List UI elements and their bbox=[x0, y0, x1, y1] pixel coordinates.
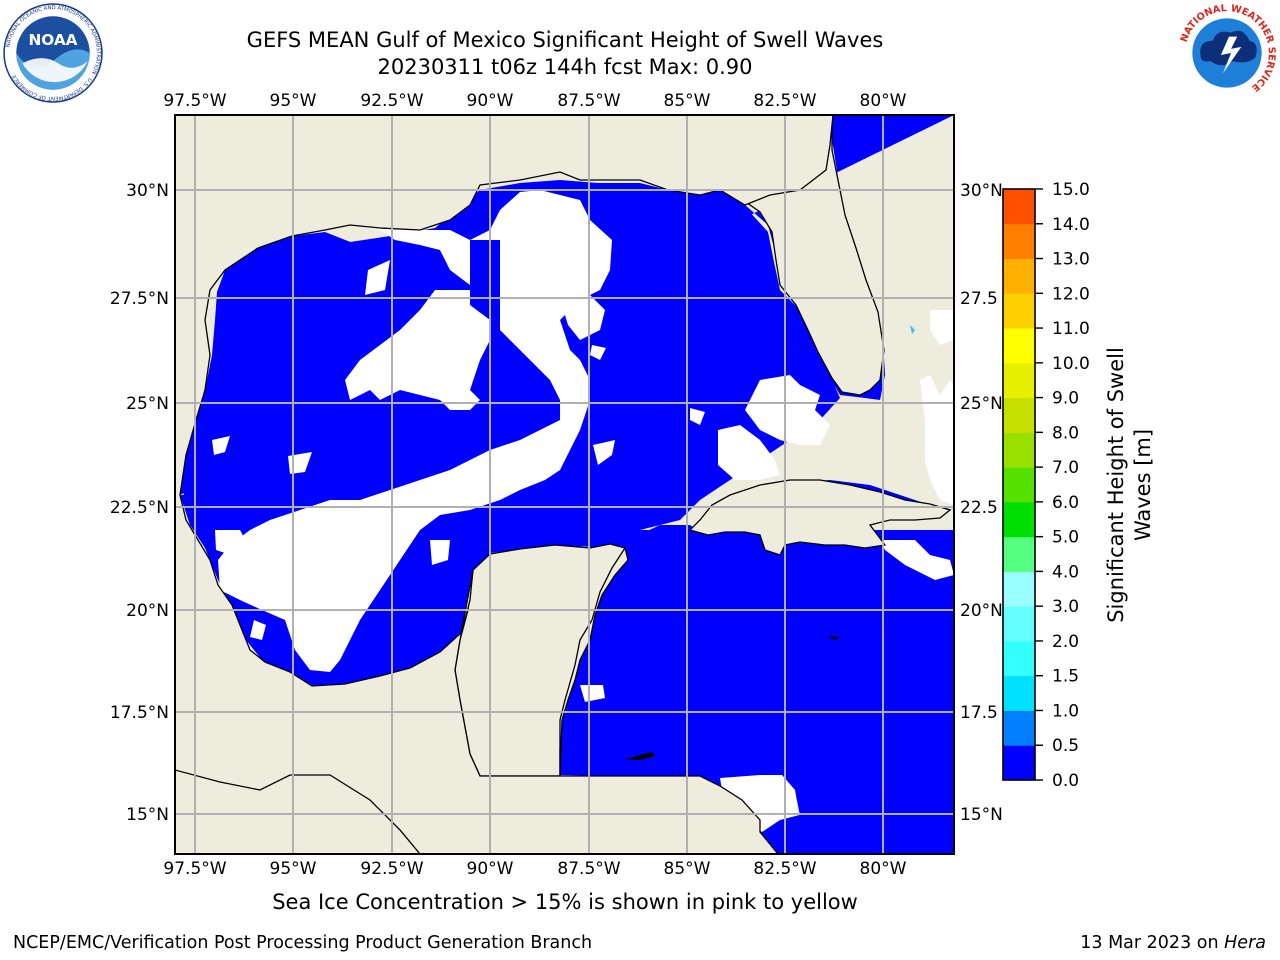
colorbar-tick-label: 10.0 bbox=[1052, 354, 1090, 374]
colorbar-segment bbox=[1003, 397, 1035, 433]
map-gridlines bbox=[175, 115, 954, 854]
lon-label-bottom: 95°W bbox=[270, 859, 317, 879]
lat-labels-right: 30°N 27.5 25°N 22.5 20°N 17.5 15°N bbox=[960, 181, 1003, 825]
colorbar-tick-label: 1.0 bbox=[1052, 701, 1079, 721]
chart-subtitle-run: 20230311 t06z 144h fcst Max: 0.90 bbox=[377, 55, 753, 79]
colorbar-segment bbox=[1003, 362, 1035, 399]
colorbar-tick-label: 6.0 bbox=[1052, 493, 1079, 513]
mexico-land bbox=[175, 115, 834, 854]
colorbar-tick-label: 1.5 bbox=[1052, 667, 1079, 687]
lon-label-top: 82.5°W bbox=[753, 91, 816, 111]
colorbar-tick-label: 7.0 bbox=[1052, 458, 1079, 478]
lat-label-left: 22.5°N bbox=[110, 498, 169, 518]
svg-text:NOAA: NOAA bbox=[28, 31, 77, 49]
lon-label-top: 97.5°W bbox=[163, 91, 226, 111]
colorbar-segment bbox=[1003, 640, 1035, 677]
colorbar-tick-label: 12.0 bbox=[1052, 284, 1090, 304]
colorbar-segment bbox=[1003, 745, 1035, 781]
colorbar-segment bbox=[1003, 328, 1035, 364]
colorbar-tick-label: 2.0 bbox=[1052, 632, 1079, 652]
noaa-logo: NOAA NATIONAL OCEANIC AND ATMOSPHERIC AD… bbox=[3, 3, 103, 103]
colorbar-segment bbox=[1003, 501, 1035, 538]
footer-credit: NCEP/EMC/Verification Post Processing Pr… bbox=[13, 933, 593, 953]
colorbar-label-line2: Waves [m] bbox=[1131, 429, 1155, 541]
colorbar: 0.0 0.5 1.0 1.5 2.0 3.0 4.0 5.0 6.0 7.0 8.0 9.0 10.0… bbox=[1002, 180, 1155, 791]
lat-label-left: 15°N bbox=[126, 805, 169, 825]
lon-label-top: 85°W bbox=[664, 91, 711, 111]
colorbar-tick-label: 0.0 bbox=[1052, 771, 1079, 791]
nws-logo: NATIONAL WEATHER SERVICE bbox=[1178, 3, 1277, 102]
colorbar-tick-label: 0.5 bbox=[1052, 736, 1079, 756]
lon-label-bottom: 80°W bbox=[860, 859, 907, 879]
lon-label-top: 95°W bbox=[270, 91, 317, 111]
footer-date: 13 Mar 2023 on Hera bbox=[1080, 933, 1266, 953]
lon-labels-bottom: 97.5°W 95°W 92.5°W 90°W 87.5°W 85°W 82.5… bbox=[163, 859, 906, 879]
small-islands bbox=[625, 325, 915, 760]
colorbar-tick-label: 14.0 bbox=[1052, 215, 1090, 235]
colorbar-segment bbox=[1003, 536, 1035, 572]
colorbar-frame bbox=[1002, 188, 1036, 781]
lat-label-right: 20°N bbox=[960, 601, 1003, 621]
footer-date-text: 13 Mar 2023 on bbox=[1080, 933, 1219, 953]
lon-label-bottom: 97.5°W bbox=[163, 859, 226, 879]
colorbar-segment bbox=[1003, 189, 1035, 225]
colorbar-tick-label: 4.0 bbox=[1052, 562, 1079, 582]
colorbar-tick-label: 8.0 bbox=[1052, 423, 1079, 443]
colorbar-segment bbox=[1003, 571, 1035, 607]
map-area bbox=[175, 115, 954, 854]
colorbar-segment bbox=[1003, 258, 1035, 294]
colorbar-tick-label: 15.0 bbox=[1052, 180, 1090, 200]
cuba-land bbox=[688, 479, 952, 556]
lat-label-right: 17.5 bbox=[960, 703, 998, 723]
lat-label-right: 15°N bbox=[960, 805, 1003, 825]
colorbar-tick-label: 11.0 bbox=[1052, 319, 1090, 339]
map-frame bbox=[174, 114, 955, 855]
footer-host: Hera bbox=[1224, 933, 1266, 953]
colorbar-segment bbox=[1003, 675, 1035, 711]
lon-label-top: 87.5°W bbox=[557, 91, 620, 111]
colorbar-ticks: 0.0 0.5 1.0 1.5 2.0 3.0 4.0 5.0 6.0 7.0 8.0 9.0 10.0… bbox=[1035, 180, 1090, 791]
lon-label-bottom: 82.5°W bbox=[753, 859, 816, 879]
lon-label-bottom: 85°W bbox=[664, 859, 711, 879]
lat-labels-left: 30°N 27.5°N 25°N 22.5°N 20°N 17.5°N 15°N bbox=[110, 181, 169, 825]
lon-label-bottom: 92.5°W bbox=[360, 859, 423, 879]
colorbar-segment bbox=[1003, 223, 1035, 260]
lat-label-right: 30°N bbox=[960, 181, 1003, 201]
colorbar-tick-label: 9.0 bbox=[1052, 389, 1079, 409]
lon-label-bottom: 90°W bbox=[467, 859, 514, 879]
lon-label-bottom: 87.5°W bbox=[557, 859, 620, 879]
colorbar-tick-label: 5.0 bbox=[1052, 528, 1079, 548]
lat-label-right: 25°N bbox=[960, 394, 1003, 414]
lon-label-top: 80°W bbox=[860, 91, 907, 111]
lat-label-left: 27.5°N bbox=[110, 289, 169, 309]
colorbar-segments bbox=[1003, 189, 1035, 781]
colorbar-label-line1: Significant Height of Swell bbox=[1104, 347, 1128, 623]
lat-label-left: 20°N bbox=[126, 601, 169, 621]
chart-title: GEFS MEAN Gulf of Mexico Significant Hei… bbox=[246, 28, 884, 52]
lon-label-top: 90°W bbox=[467, 91, 514, 111]
colorbar-tick-label: 3.0 bbox=[1052, 597, 1079, 617]
lat-label-left: 25°N bbox=[126, 394, 169, 414]
lat-label-left: 17.5°N bbox=[110, 703, 169, 723]
lat-label-left: 30°N bbox=[126, 181, 169, 201]
lat-label-right: 22.5 bbox=[960, 498, 998, 518]
sea-ice-note: Sea Ice Concentration > 15% is shown in … bbox=[272, 890, 858, 914]
colorbar-segment bbox=[1003, 606, 1035, 642]
missing-data-patches bbox=[212, 190, 954, 832]
colorbar-segment bbox=[1003, 293, 1035, 329]
colorbar-segment bbox=[1003, 710, 1035, 746]
lon-label-top: 92.5°W bbox=[360, 91, 423, 111]
lon-labels-top: 97.5°W 95°W 92.5°W 90°W 87.5°W 85°W 82.5… bbox=[163, 91, 906, 111]
lat-label-right: 27.5 bbox=[960, 289, 998, 309]
colorbar-segment bbox=[1003, 432, 1035, 468]
colorbar-segment bbox=[1003, 467, 1035, 503]
colorbar-tick-label: 13.0 bbox=[1052, 250, 1090, 270]
land-masses bbox=[175, 115, 954, 854]
